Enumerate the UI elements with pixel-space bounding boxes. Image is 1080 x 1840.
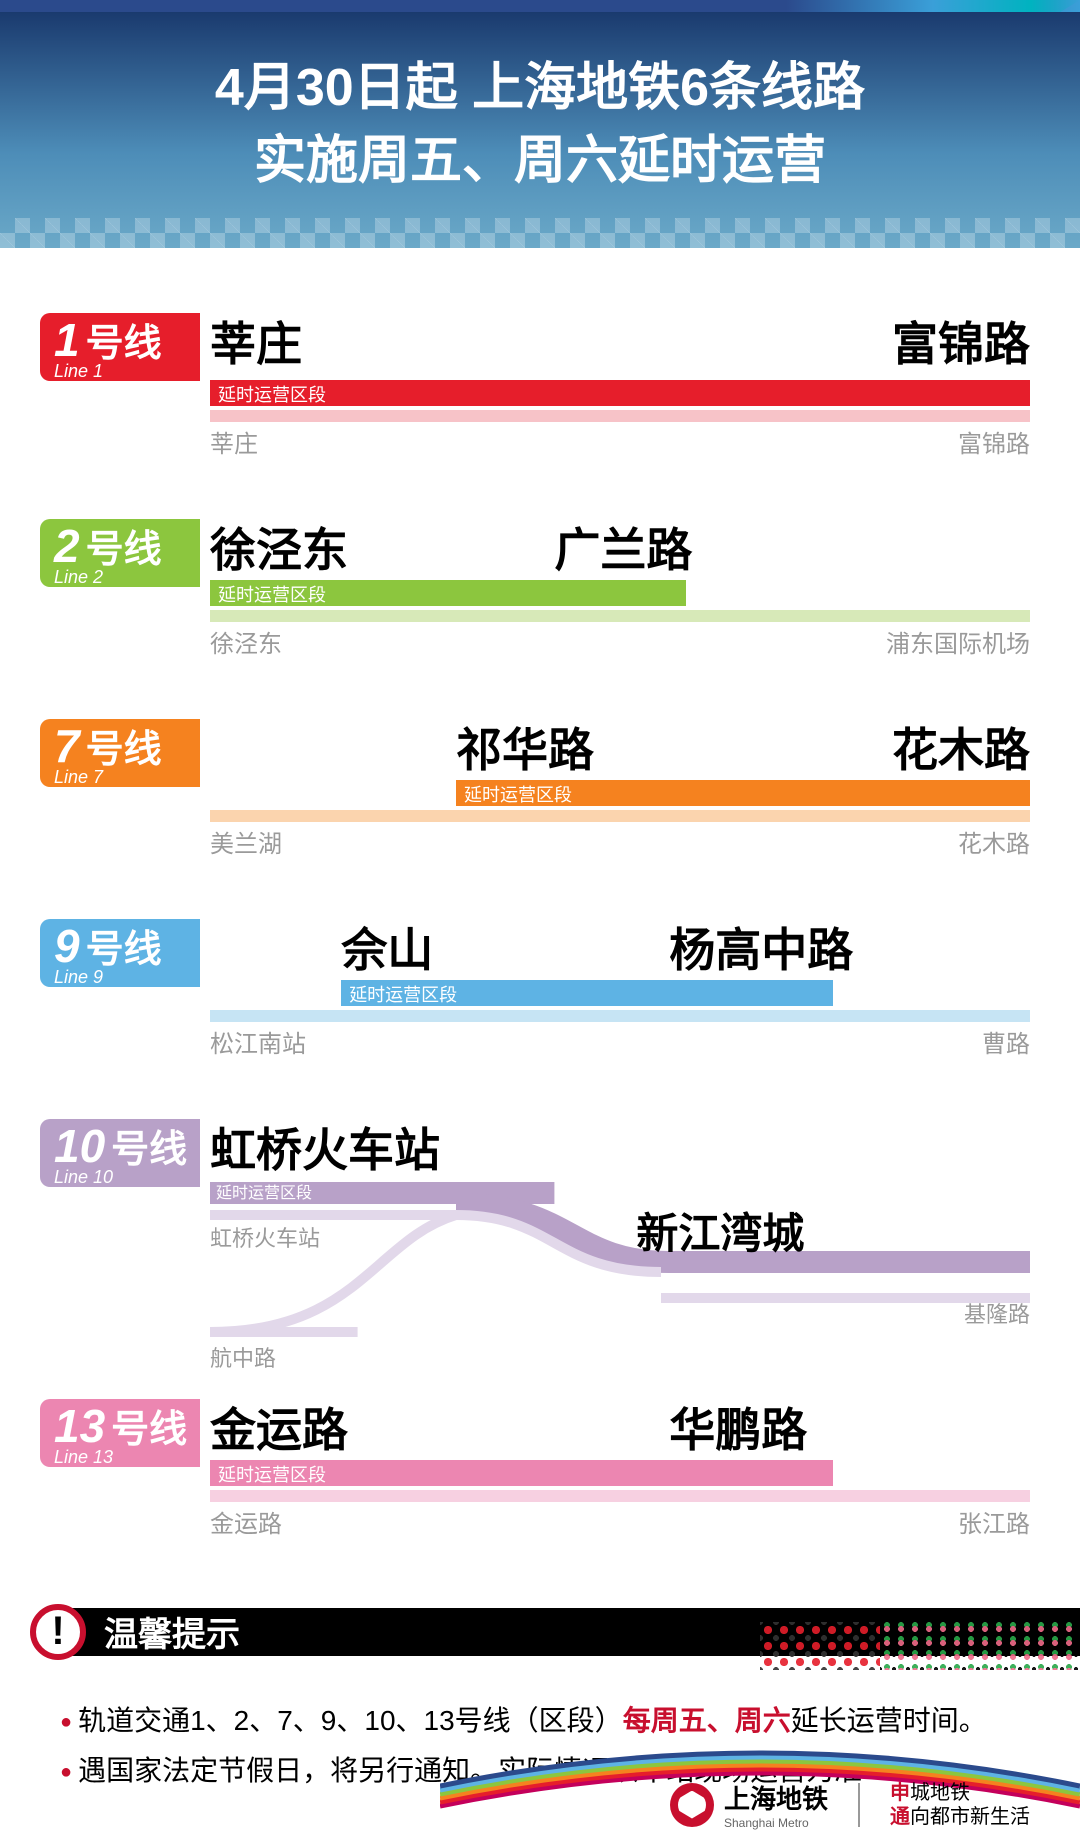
- footer-logos: 上海地铁 Shanghai Metro 申城地铁 通向都市新生活: [670, 1779, 1030, 1830]
- notice-band: ! 温馨提示: [0, 1594, 1080, 1674]
- ext-to: 华鹏路: [669, 1394, 807, 1460]
- line-badge-1: 1号线 Line 1: [40, 313, 200, 381]
- brand-en: Shanghai Metro: [724, 1816, 828, 1830]
- alert-icon: !: [30, 1604, 86, 1660]
- line-block-7: 7号线 Line 7 祁华路花木路 延时运营区段 美兰湖花木路: [50, 714, 1030, 859]
- line-badge-7: 7号线 Line 7: [40, 719, 200, 787]
- ext-from: 莘庄: [210, 308, 302, 374]
- brand-cn: 上海地铁: [724, 1779, 828, 1816]
- svg-text:延时运营区段: 延时运营区段: [216, 1184, 312, 1202]
- line-block-10: 10号线 Line 10 虹桥火车站延时运营区段 虹桥火车站 新江湾城 基隆路 …: [50, 1114, 1030, 1344]
- line10-branch-diagram: 延时运营区段 虹桥火车站 新江湾城 基隆路 航中路: [210, 1182, 1030, 1402]
- header-line1: 4月30日起 上海地铁6条线路: [20, 52, 1060, 125]
- ext-stations: 虹桥火车站: [210, 1114, 1030, 1180]
- ext-bar-label: 延时运营区段: [210, 1461, 326, 1487]
- ext-bar-label: 延时运营区段: [341, 981, 457, 1007]
- ext-from: 金运路: [210, 1394, 348, 1460]
- header-line2: 实施周五、周六延时运营: [20, 125, 1060, 198]
- ext-to: 花木路: [892, 714, 1030, 780]
- svg-text:航中路: 航中路: [210, 1346, 276, 1371]
- full-stations: 徐泾东 浦东国际机场: [210, 624, 1030, 659]
- full-bar: [210, 410, 1030, 422]
- ext-to: 广兰路: [554, 514, 692, 580]
- notice-title-bar: 温馨提示: [60, 1608, 1080, 1656]
- full-stations: 金运路 张江路: [210, 1504, 1030, 1539]
- full-from: 美兰湖: [210, 824, 282, 859]
- footer-slogan: 申城地铁 通向都市新生活: [890, 1781, 1030, 1829]
- line-badge-9: 9号线 Line 9: [40, 919, 200, 987]
- ext-stations: 莘庄 富锦路: [210, 308, 1030, 374]
- ext-bar-label: 延时运营区段: [210, 581, 326, 607]
- notice-dots-deco: [880, 1622, 1080, 1670]
- full-from: 莘庄: [210, 424, 258, 459]
- full-from: 徐泾东: [210, 624, 282, 659]
- footer-divider: [858, 1783, 860, 1827]
- svg-text:新江湾城: 新江湾城: [636, 1210, 804, 1257]
- full-to: 曹路: [982, 1024, 1030, 1059]
- bar-wrap: 延时运营区段: [210, 980, 1030, 1006]
- ext-to: 杨高中路: [669, 914, 853, 980]
- full-bar: [210, 810, 1030, 822]
- ext-from: 徐泾东: [210, 514, 348, 580]
- line-badge-2: 2号线 Line 2: [40, 519, 200, 587]
- line-block-2: 2号线 Line 2 徐泾东广兰路 延时运营区段 徐泾东浦东国际机场: [50, 514, 1030, 659]
- ext-stations: 祁华路花木路: [210, 714, 1030, 774]
- ext-stations: 徐泾东广兰路: [210, 514, 1030, 574]
- bar-wrap: 延时运营区段: [210, 380, 1030, 406]
- bar-wrap: 延时运营区段: [210, 1460, 1030, 1486]
- full-stations: 莘庄 富锦路: [210, 424, 1030, 459]
- metro-logo-icon: [670, 1783, 714, 1827]
- full-bar: [210, 610, 1030, 622]
- bar-wrap: 延时运营区段: [210, 580, 1030, 606]
- top-accent-bar: [0, 0, 1080, 12]
- footer: 上海地铁 Shanghai Metro 申城地铁 通向都市新生活: [0, 1730, 1080, 1840]
- ext-from: 祁华路: [456, 714, 594, 780]
- full-to: 张江路: [958, 1504, 1030, 1539]
- ext-stations: 金运路华鹏路: [210, 1394, 1030, 1454]
- line-badge-13: 13号线 Line 13: [40, 1399, 200, 1467]
- line-block-13: 13号线 Line 13 金运路华鹏路 延时运营区段 金运路张江路: [50, 1394, 1030, 1539]
- notice-title: 温馨提示: [104, 1607, 240, 1656]
- line-block-1: 1号线 Line 1 莘庄富锦路 延时运营区段 莘庄富锦路: [50, 308, 1030, 459]
- ext-bar-label: 延时运营区段: [456, 781, 572, 807]
- full-bar: [210, 1490, 1030, 1502]
- line-block-9: 9号线 Line 9 佘山杨高中路 延时运营区段 松江南站曹路: [50, 914, 1030, 1059]
- full-to: 花木路: [958, 824, 1030, 859]
- full-from: 金运路: [210, 1504, 282, 1539]
- full-to: 浦东国际机场: [886, 624, 1030, 659]
- full-bar: [210, 1010, 1030, 1022]
- ext-bar-label: 延时运营区段: [210, 381, 326, 407]
- ext-stations: 佘山杨高中路: [210, 914, 1030, 974]
- ext-from: 虹桥火车站: [210, 1114, 440, 1180]
- ext-bar: [210, 380, 1030, 406]
- ext-from: 佘山: [341, 914, 433, 980]
- full-from: 松江南站: [210, 1024, 306, 1059]
- ext-to: 富锦路: [892, 308, 1030, 374]
- full-to: 富锦路: [958, 424, 1030, 459]
- header-banner: 4月30日起 上海地铁6条线路 实施周五、周六延时运营: [0, 12, 1080, 248]
- bar-wrap: 延时运营区段: [210, 780, 1030, 806]
- svg-text:虹桥火车站: 虹桥火车站: [210, 1226, 320, 1251]
- full-stations: 松江南站 曹路: [210, 1024, 1030, 1059]
- line-badge-10: 10号线 Line 10: [40, 1119, 200, 1187]
- lines-container: 1号线 Line 1 莘庄富锦路 延时运营区段 莘庄富锦路 2号线 Line 2…: [0, 248, 1080, 1539]
- metro-logo: 上海地铁 Shanghai Metro: [670, 1779, 828, 1830]
- full-stations: 美兰湖 花木路: [210, 824, 1030, 859]
- svg-text:基隆路: 基隆路: [964, 1302, 1030, 1327]
